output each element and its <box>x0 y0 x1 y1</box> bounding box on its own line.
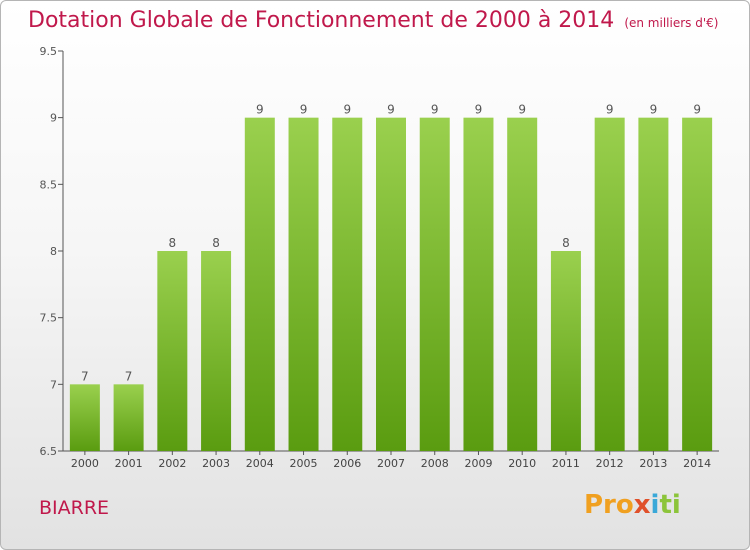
y-tick-label: 8 <box>50 245 57 258</box>
logo-part: Pro <box>584 490 634 520</box>
bar-value-label: 9 <box>387 103 395 117</box>
bar <box>419 117 450 452</box>
bar-value-label: 9 <box>518 103 526 117</box>
x-tick-label: 2006 <box>333 457 361 470</box>
y-tick-label: 9.5 <box>40 45 58 58</box>
bar <box>113 384 144 451</box>
bar <box>332 117 363 452</box>
logo-part: ti <box>659 490 681 520</box>
bar-value-label: 9 <box>431 103 439 117</box>
x-tick-label: 2009 <box>464 457 492 470</box>
y-tick-label: 9 <box>50 112 57 125</box>
x-tick-label: 2014 <box>683 457 711 470</box>
bar-value-label: 8 <box>212 236 220 250</box>
x-tick-label: 2012 <box>596 457 624 470</box>
y-tick-label: 6.5 <box>40 445 58 458</box>
bar <box>507 117 538 452</box>
chart-y-ticks: 6.5 7 7.5 8 8.5 9 9.5 <box>40 45 63 458</box>
x-tick-label: 2001 <box>115 457 143 470</box>
chart-x-ticks: 2000 2001 2002 2003 2004 2005 2006 2007 2008 2009… <box>71 451 711 470</box>
commune-name: BIARRE <box>39 497 110 519</box>
bar <box>463 117 494 452</box>
y-tick-label: 7 <box>50 378 57 391</box>
chart-title-text: Dotation Globale de Fonctionnement de 20… <box>28 8 615 33</box>
bar <box>69 384 100 451</box>
x-tick-label: 2003 <box>202 457 230 470</box>
x-tick-label: 2011 <box>552 457 580 470</box>
bar <box>288 117 319 452</box>
bar-value-label: 9 <box>693 103 701 117</box>
logo-part: i <box>650 490 660 520</box>
x-tick-label: 2010 <box>508 457 536 470</box>
bar <box>244 117 275 452</box>
chart-data-labels: 7 7 8 8 9 9 9 9 9 9 9 8 9 9 9 <box>81 103 701 384</box>
bar-value-label: 9 <box>300 103 308 117</box>
x-tick-label: 2002 <box>158 457 186 470</box>
bar-value-label: 8 <box>562 236 570 250</box>
bar <box>682 117 713 452</box>
bar-value-label: 9 <box>475 103 483 117</box>
bar-value-label: 8 <box>169 236 177 250</box>
x-tick-label: 2007 <box>377 457 405 470</box>
bar-value-label: 7 <box>81 369 89 383</box>
x-tick-label: 2008 <box>421 457 449 470</box>
bar-value-label: 9 <box>256 103 264 117</box>
y-tick-label: 7.5 <box>40 312 58 325</box>
bar <box>594 117 625 452</box>
x-tick-label: 2000 <box>71 457 99 470</box>
x-tick-label: 2005 <box>290 457 318 470</box>
logo-part: x <box>633 490 651 520</box>
y-tick-label: 8.5 <box>40 178 58 191</box>
bar <box>157 251 188 451</box>
bar-value-label: 9 <box>606 103 614 117</box>
bar-value-label: 9 <box>650 103 658 117</box>
bar <box>550 251 581 451</box>
bar <box>638 117 669 452</box>
chart-title: Dotation Globale de Fonctionnement de 20… <box>28 8 718 33</box>
x-tick-label: 2004 <box>246 457 274 470</box>
bar <box>376 117 406 452</box>
bar-value-label: 9 <box>343 103 351 117</box>
bar <box>201 251 232 451</box>
chart-bars <box>69 117 713 452</box>
proxiti-logo[interactable]: Proxiti <box>584 490 681 520</box>
chart-subtitle: (en milliers d'€) <box>624 16 719 30</box>
x-tick-label: 2013 <box>639 457 667 470</box>
bar-value-label: 7 <box>125 369 133 383</box>
